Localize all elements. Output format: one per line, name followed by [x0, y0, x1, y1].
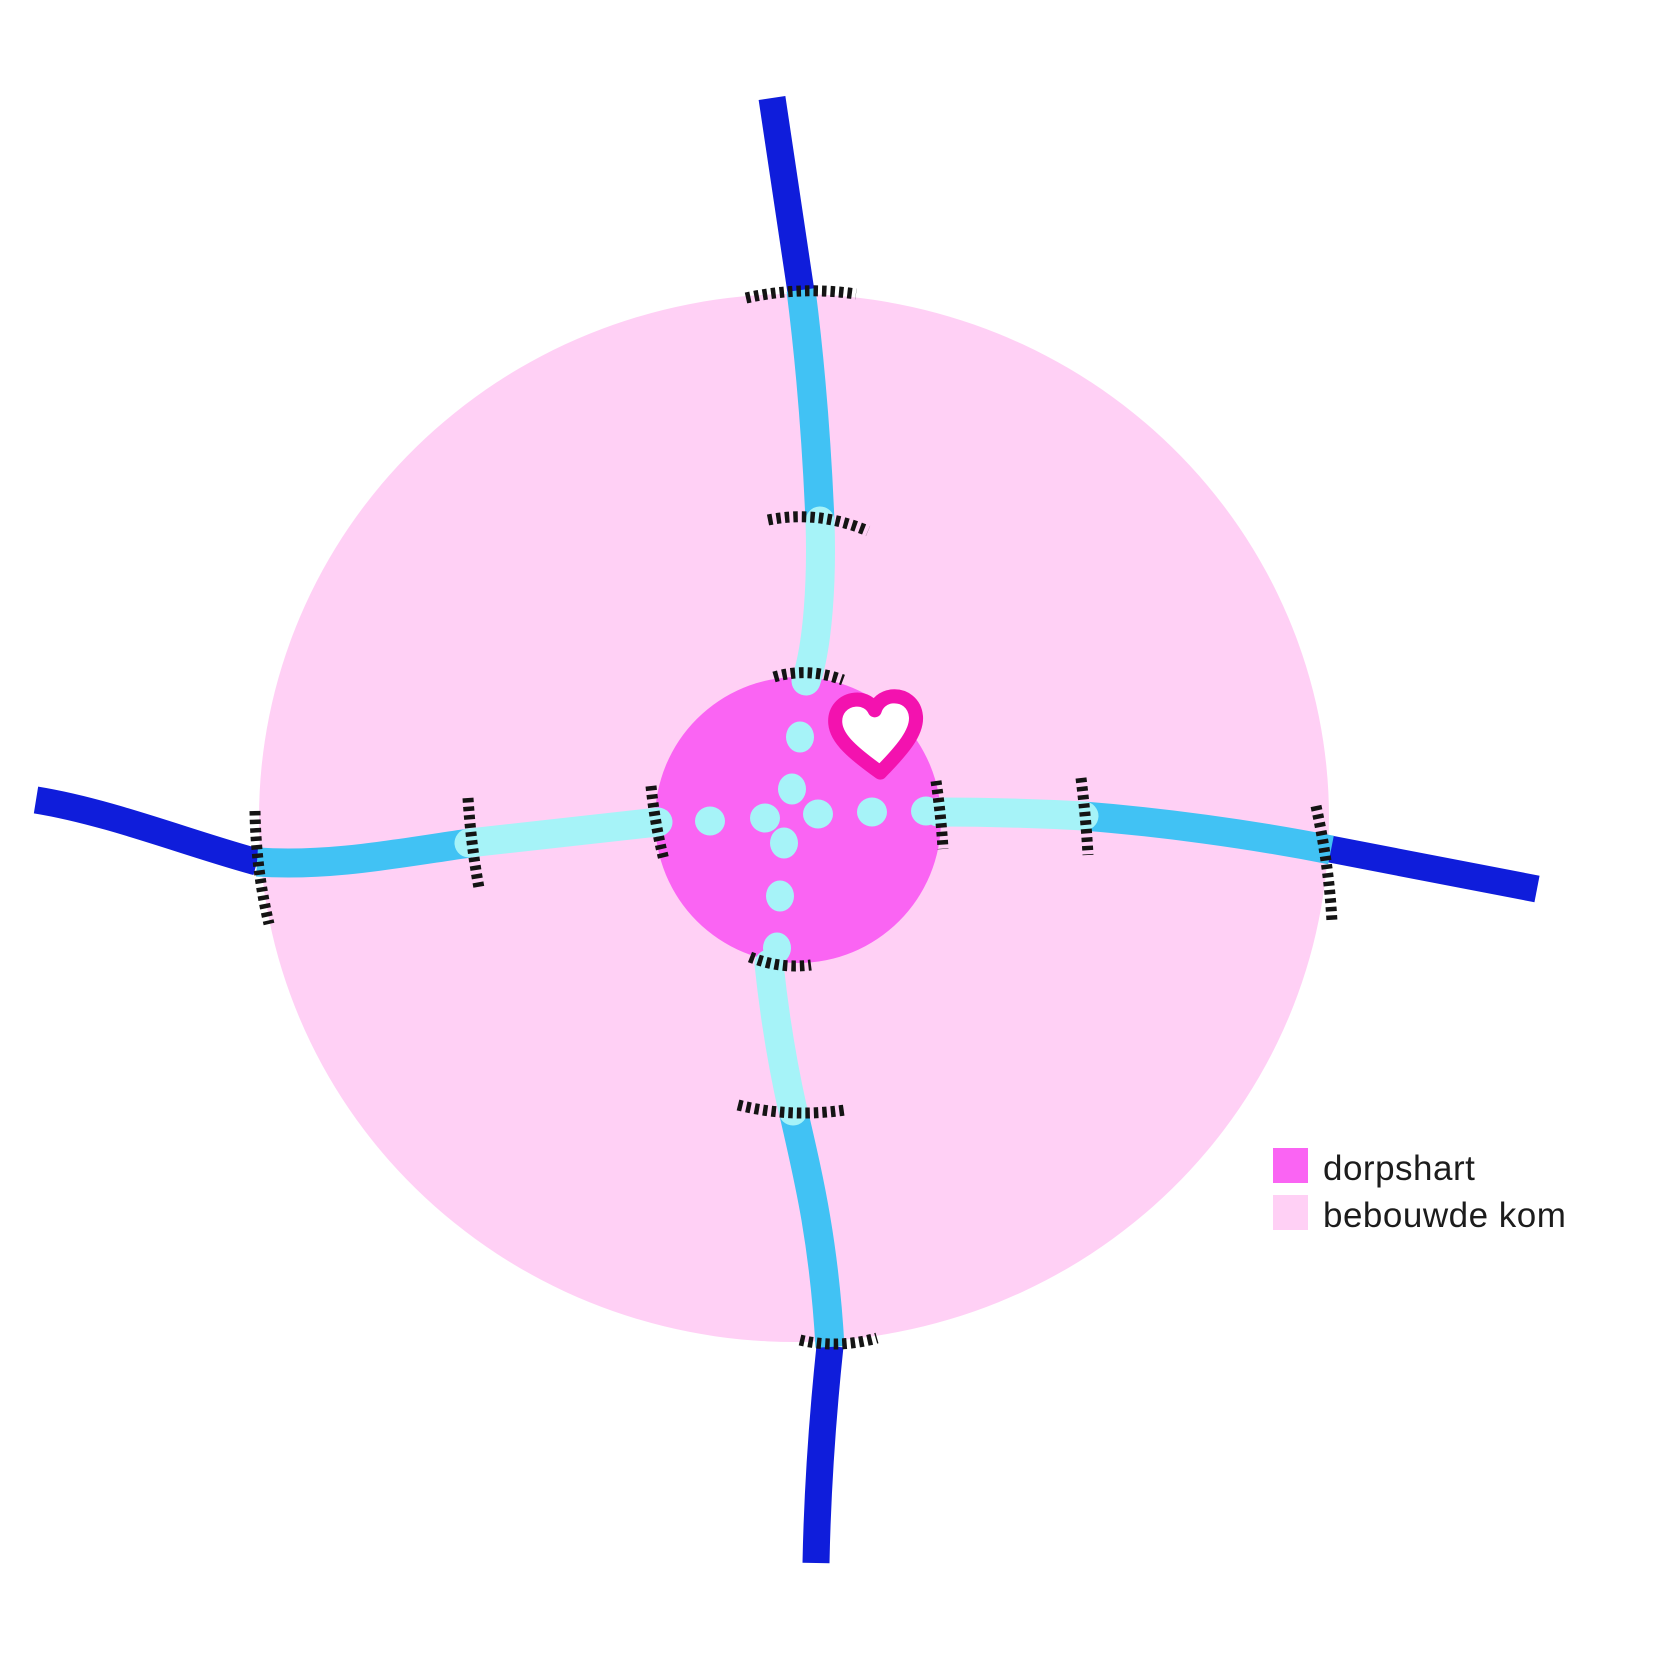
core-road-dot	[803, 799, 833, 829]
crossing-marker-east-core	[930, 780, 949, 850]
road-south-approach	[754, 949, 808, 1126]
crossing-marker-west-core	[645, 785, 670, 862]
road-west-outer	[33, 786, 261, 876]
road-north-outer	[758, 96, 815, 294]
crossing-marker-south-mid	[736, 1099, 846, 1119]
crossing-marker-north-core	[772, 667, 845, 686]
road-north-approach	[791, 506, 835, 696]
core-road-dot	[911, 796, 941, 826]
road-south-outer	[802, 1344, 844, 1564]
roads-kom-group	[256, 288, 1334, 1348]
road-west-mid	[256, 828, 473, 878]
road-south-mid	[778, 1106, 845, 1348]
core-road-dot	[857, 797, 887, 827]
crossing-markers-group	[249, 285, 1338, 1350]
heart-icon	[828, 689, 923, 780]
core-road-dot	[750, 803, 780, 833]
legend-swatch-bebouwde-kom	[1273, 1195, 1308, 1230]
legend-label-bebouwde-kom: bebouwde kom	[1323, 1196, 1566, 1235]
core-road-dot	[695, 806, 725, 836]
crossing-marker-west-mid	[462, 797, 485, 890]
crossing-marker-east-outer	[1310, 804, 1338, 923]
core-road-dot	[763, 932, 791, 964]
legend-swatch-dorpshart	[1273, 1148, 1308, 1183]
legend-label-dorpshart: dorpshart	[1323, 1149, 1475, 1188]
road-east-approach	[923, 797, 1099, 831]
road-west-approach	[454, 807, 673, 858]
dotted-core-road	[695, 721, 941, 964]
core-road-dot	[786, 721, 814, 753]
heart-shape	[828, 689, 923, 780]
road-east-mid	[1081, 801, 1334, 865]
roads-outside-group	[33, 96, 1540, 1564]
crossing-marker-north-outer	[744, 285, 857, 304]
legend: dorpshart bebouwde kom	[1273, 1148, 1566, 1235]
core-road-dot	[778, 773, 806, 805]
crossing-marker-east-mid	[1075, 777, 1094, 856]
crossing-marker-west-outer	[249, 810, 275, 926]
core-road-dot	[766, 880, 794, 912]
road-east-outer	[1327, 835, 1540, 903]
crossing-marker-north-mid	[766, 511, 871, 537]
crossing-marker-south-outer	[798, 1332, 879, 1350]
road-north-mid	[786, 288, 835, 523]
core-road-dot	[770, 827, 798, 859]
